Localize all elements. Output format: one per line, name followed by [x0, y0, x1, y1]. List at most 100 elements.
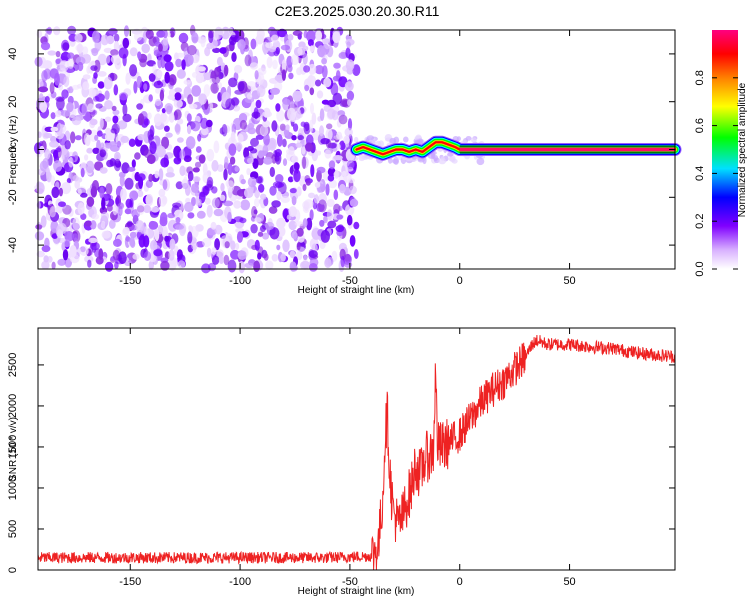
noise-blob	[250, 137, 259, 147]
noise-blob	[97, 71, 107, 77]
noise-blob	[270, 34, 279, 43]
noise-blob	[197, 133, 202, 142]
noise-blob	[246, 81, 257, 90]
noise-blob	[276, 217, 286, 229]
spectrogram-ylabel: Frequency (Hz)	[8, 116, 19, 185]
noise-blob	[244, 54, 252, 67]
noise-blob	[177, 137, 184, 143]
noise-blob	[319, 219, 325, 227]
noise-blob	[108, 141, 118, 147]
noise-blob	[55, 58, 61, 65]
noise-blob	[56, 122, 63, 136]
signal-halo	[366, 135, 375, 141]
noise-blob	[87, 259, 92, 268]
noise-blob	[346, 160, 355, 170]
noise-blob	[348, 185, 357, 195]
noise-blob	[80, 167, 85, 178]
x-tick-label: -150	[119, 576, 141, 588]
y-tick-label: 2000	[7, 394, 19, 418]
noise-blob	[323, 215, 328, 222]
noise-blob	[167, 212, 176, 219]
noise-blob	[244, 96, 255, 104]
noise-blob	[185, 136, 196, 150]
noise-blob	[56, 229, 63, 239]
noise-blob	[82, 74, 91, 80]
noise-blob	[320, 229, 330, 243]
noise-blob	[177, 118, 184, 125]
noise-blob	[112, 109, 120, 116]
noise-blob	[316, 166, 326, 174]
noise-blob	[211, 247, 217, 256]
noise-blob	[323, 77, 332, 88]
noise-blob	[263, 133, 270, 146]
noise-blob	[234, 166, 240, 172]
noise-blob	[108, 27, 118, 35]
noise-blob	[128, 138, 136, 147]
noise-blob	[175, 217, 181, 224]
noise-blob	[336, 143, 341, 150]
noise-blob	[108, 219, 116, 229]
noise-blob	[178, 32, 189, 44]
noise-blob	[327, 220, 337, 229]
noise-blob	[198, 93, 207, 105]
noise-blob	[269, 227, 280, 240]
noise-blob	[206, 148, 215, 162]
colorbar-tick-label: 0.6	[694, 118, 706, 133]
noise-blob	[57, 258, 66, 266]
noise-blob	[161, 108, 166, 114]
noise-blob	[339, 183, 346, 194]
noise-blob	[219, 194, 226, 201]
noise-blob	[122, 113, 132, 123]
noise-blob	[296, 227, 304, 237]
noise-blob	[280, 44, 290, 51]
noise-blob	[175, 58, 183, 68]
noise-blob	[51, 261, 56, 270]
noise-blob	[91, 213, 100, 220]
noise-blob	[150, 240, 158, 252]
noise-blob	[86, 196, 95, 207]
noise-blob	[187, 124, 192, 135]
noise-blob	[98, 248, 104, 260]
noise-blob	[230, 249, 240, 260]
noise-blob	[159, 89, 165, 102]
noise-blob	[179, 149, 186, 160]
noise-blob	[148, 94, 153, 102]
y-tick-label: 1000	[7, 476, 19, 500]
x-tick-label: 50	[563, 576, 575, 588]
noise-blob	[53, 160, 63, 172]
noise-blob	[203, 84, 211, 97]
noise-blob	[110, 54, 121, 64]
noise-blob	[227, 162, 233, 176]
noise-blob	[206, 247, 212, 258]
noise-blob	[266, 56, 273, 69]
noise-blob	[64, 231, 74, 242]
noise-blob	[90, 65, 98, 71]
noise-blob	[324, 149, 332, 159]
noise-blob	[148, 260, 154, 270]
noise-blob	[247, 157, 254, 164]
noise-blob	[113, 158, 121, 172]
noise-blob	[100, 220, 106, 229]
noise-blob	[176, 249, 183, 260]
noise-blob	[268, 206, 278, 214]
x-tick-label: -50	[342, 576, 358, 588]
noise-blob	[71, 116, 82, 126]
noise-blob	[157, 224, 163, 235]
noise-blob	[316, 90, 324, 99]
noise-blob	[110, 49, 119, 57]
noise-blob	[127, 166, 136, 172]
noise-blob	[117, 120, 128, 130]
noise-blob	[90, 186, 98, 198]
noise-blob	[174, 87, 183, 93]
noise-blob	[318, 199, 327, 213]
noise-blob	[259, 125, 269, 137]
signal-halo	[438, 157, 447, 165]
noise-blob	[75, 135, 82, 141]
noise-blob	[155, 98, 162, 107]
noise-blob	[139, 58, 147, 68]
snr-x-ticks: -150 -100 -50 0 50	[119, 328, 576, 588]
noise-blob	[92, 147, 100, 154]
noise-blob	[174, 224, 185, 230]
noise-blob	[321, 57, 327, 65]
noise-blob	[137, 134, 145, 141]
